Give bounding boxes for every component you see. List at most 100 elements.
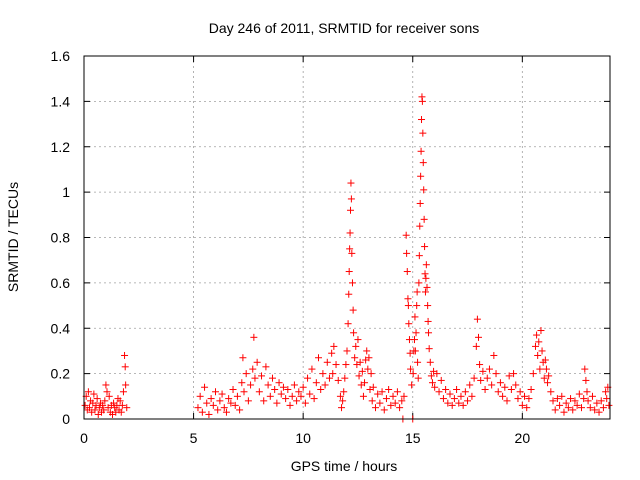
data-point (196, 392, 204, 400)
data-point (422, 274, 430, 282)
data-point (393, 388, 401, 396)
data-point (595, 408, 603, 416)
data-point (418, 97, 426, 105)
data-point (222, 408, 230, 416)
data-point (476, 361, 484, 369)
data-point (586, 404, 594, 412)
data-point (325, 374, 333, 382)
data-point (505, 372, 513, 380)
data-point (277, 390, 285, 398)
data-point (321, 381, 329, 389)
data-point (523, 404, 531, 412)
data-point (118, 401, 126, 409)
data-point (271, 386, 279, 394)
data-point (542, 365, 550, 373)
data-point (419, 129, 427, 137)
data-point (205, 410, 213, 418)
data-point (501, 383, 509, 391)
data-point (330, 342, 338, 350)
data-point (536, 365, 544, 373)
data-point (455, 399, 463, 407)
data-point (266, 392, 274, 400)
data-point (345, 290, 353, 298)
data-point (382, 395, 390, 403)
data-point (122, 381, 130, 389)
data-point (516, 388, 524, 396)
data-point (317, 386, 325, 394)
y-tick-label: 0.4 (51, 320, 71, 336)
data-point (466, 381, 474, 389)
x-axis-label: GPS time / hours (291, 458, 398, 474)
data-point (264, 381, 272, 389)
data-point (446, 390, 454, 398)
data-point (405, 320, 413, 328)
data-point (203, 399, 211, 407)
data-point (421, 288, 429, 296)
data-point (582, 376, 590, 384)
data-point (535, 338, 543, 346)
data-point (573, 401, 581, 409)
data-point (220, 404, 228, 412)
data-point (413, 302, 421, 310)
data-point (315, 354, 323, 362)
y-tick-label: 0.8 (51, 230, 71, 246)
data-point (380, 406, 388, 414)
plot-frame (83, 55, 611, 420)
data-point (398, 397, 406, 405)
data-point (514, 395, 522, 403)
data-point (518, 401, 526, 409)
data-point (231, 401, 239, 409)
data-point (349, 306, 357, 314)
data-point (214, 406, 222, 414)
x-tick-label: 10 (295, 430, 311, 446)
data-point (403, 249, 411, 257)
data-point (295, 388, 303, 396)
data-point (347, 206, 355, 214)
data-point (299, 383, 307, 391)
data-point (275, 379, 283, 387)
data-point (534, 351, 542, 359)
data-point (409, 370, 417, 378)
data-point (319, 370, 327, 378)
data-point (247, 381, 255, 389)
data-point (558, 392, 566, 400)
data-point (510, 370, 518, 378)
data-point (378, 388, 386, 396)
data-point (251, 374, 259, 382)
data-point (293, 397, 301, 405)
data-point (209, 401, 217, 409)
data-point (347, 195, 355, 203)
data-point (599, 404, 607, 412)
data-point (591, 406, 599, 414)
data-point (575, 390, 583, 398)
data-point (507, 386, 515, 394)
data-point (411, 313, 419, 321)
data-point (374, 390, 382, 398)
data-point (253, 358, 261, 366)
data-point (556, 401, 564, 409)
data-point (297, 392, 305, 400)
data-point (340, 388, 348, 396)
data-point (580, 395, 588, 403)
data-point (549, 397, 557, 405)
data-point (444, 399, 452, 407)
data-point (472, 342, 480, 350)
data-point (121, 363, 129, 371)
data-point (336, 392, 344, 400)
data-point (603, 395, 611, 403)
data-point (91, 406, 99, 414)
data-point (93, 395, 101, 403)
data-point (385, 386, 393, 394)
y-tick-label: 1.6 (51, 48, 71, 64)
data-point (593, 399, 601, 407)
data-point (116, 397, 124, 405)
data-point (84, 388, 92, 396)
data-point (421, 243, 429, 251)
data-point (544, 379, 552, 387)
data-point (483, 374, 491, 382)
data-point (488, 381, 496, 389)
data-point (412, 329, 420, 337)
data-point (350, 329, 358, 337)
data-point (358, 367, 366, 375)
